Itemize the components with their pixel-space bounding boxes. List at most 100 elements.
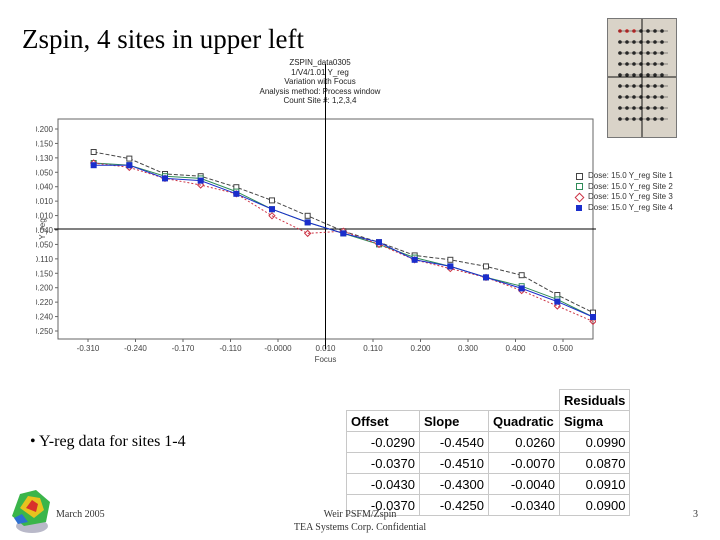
- legend-entry: Dose: 15.0 Y_reg Site 3: [574, 192, 673, 203]
- wafer-map: [607, 18, 677, 138]
- chart-header-line: Variation with Focus: [284, 77, 356, 86]
- data-point: [303, 229, 312, 238]
- legend-entry: Dose: 15.0 Y_reg Site 1: [575, 171, 673, 182]
- y-tick-label: -0.150: [36, 269, 54, 278]
- y-tick-label: -0.240: [36, 313, 54, 322]
- company-logo-icon: [12, 490, 50, 533]
- x-tick-label: -0.110: [219, 344, 242, 353]
- table-cell: -0.4250: [419, 494, 489, 516]
- data-point: [447, 263, 454, 270]
- footer-company: TEA Systems Corp. Confidential: [293, 522, 427, 533]
- legend-marker-icon: [575, 204, 583, 212]
- column-header: Slope: [419, 410, 489, 432]
- table-cell: -0.0370: [346, 494, 420, 516]
- table-cell: -0.0430: [346, 473, 420, 495]
- table-cell: -0.0370: [346, 452, 420, 474]
- data-point: [304, 219, 311, 226]
- footer-center: Weir PSFM/Zspin TEA Systems Corp. Confid…: [280, 508, 440, 534]
- data-point: [376, 239, 382, 246]
- y-tick-label: 0.200: [36, 125, 54, 134]
- legend-entry: Dose: 15.0 Y_reg Site 4: [575, 203, 673, 214]
- data-point: [233, 190, 240, 197]
- wafer-map-drawing: [608, 19, 676, 137]
- table-cell: -0.0040: [488, 473, 560, 495]
- y-tick-label: 0.010: [36, 197, 54, 206]
- x-tick-label: 0.110: [363, 344, 383, 353]
- footer-date: March 2005: [56, 509, 105, 520]
- chart-area: 0.200 0.150 0.130 0.050 0.040 0.010 -0.010 -0.0…: [30, 56, 597, 372]
- bullet-text: Y-reg data for sites 1-4: [39, 433, 186, 450]
- data-point: [126, 162, 133, 169]
- legend-label: Dose: 15.0 Y_reg Site 3: [588, 192, 673, 201]
- y-tick-label: 0.040: [36, 183, 54, 192]
- table-cell: 0.0990: [558, 431, 631, 453]
- x-tick-label: 0.500: [553, 344, 574, 353]
- column-header: Offset: [346, 410, 420, 432]
- table-cell: -0.0340: [488, 494, 560, 516]
- y-axis-label: Y_reg: [38, 218, 47, 239]
- table-cell: 0.0870: [558, 452, 631, 474]
- data-point: [268, 212, 276, 220]
- x-tick-label: -0.310: [77, 344, 100, 353]
- legend-marker-icon: [575, 183, 583, 191]
- data-point: [340, 230, 347, 237]
- table-cell: -0.0290: [346, 431, 420, 453]
- chart-header: ZSPIN_data0305 1/V4/1.01 Y_reg Variation…: [250, 58, 390, 106]
- data-point: [90, 149, 97, 155]
- bullet-point: • Y-reg data for sites 1-4: [30, 433, 186, 450]
- x-tick-label: 0.200: [410, 344, 431, 353]
- table-row: -0.0370 -0.4510 -0.0070 0.0870: [346, 452, 631, 474]
- table-cell: 0.0260: [488, 431, 560, 453]
- x-tick-label: -0.170: [172, 344, 195, 353]
- table-cell: 0.0910: [558, 473, 631, 495]
- footer-author: Weir PSFM/Zspin: [323, 509, 397, 520]
- data-point: [589, 317, 597, 326]
- data-point: [90, 162, 97, 169]
- x-tick-label: 0.300: [458, 344, 479, 353]
- residuals-table: Residuals Offset Slope Quadratic Sigma -…: [346, 389, 631, 516]
- x-tick-label: -0.240: [124, 344, 147, 353]
- table-row: -0.0430 -0.4300 -0.0040 0.0910: [346, 473, 631, 495]
- data-point: [197, 177, 204, 184]
- residuals-group-header: Residuals: [558, 389, 631, 411]
- data-point: [483, 263, 489, 270]
- table-cell: -0.4510: [419, 452, 489, 474]
- table-cell: -0.4540: [419, 431, 489, 453]
- table-row: -0.0370 -0.4250 -0.0340 0.0900: [346, 494, 631, 516]
- series-line: [93, 162, 594, 322]
- chart-legend: Dose: 15.0 Y_reg Site 1 Dose: 15.0 Y_reg …: [574, 171, 673, 214]
- y-tick-label: 0.150: [36, 139, 54, 148]
- legend-marker-icon: [575, 172, 583, 180]
- table-cell: -0.0070: [488, 452, 560, 474]
- y-tick-label: -0.050: [36, 240, 54, 249]
- data-point: [483, 274, 489, 281]
- y-tick-label: -0.250: [36, 327, 54, 336]
- y-tick-label: 0.050: [36, 168, 54, 177]
- x-axis-label: Focus: [315, 355, 337, 364]
- data-point: [269, 197, 275, 204]
- y-tick-label: 0.130: [36, 154, 54, 163]
- chart-header-line: ZSPIN_data0305: [289, 58, 351, 67]
- page-number: 3: [693, 509, 698, 520]
- data-point: [411, 256, 418, 263]
- legend-label: Dose: 15.0 Y_reg Site 4: [588, 202, 673, 212]
- legend-label: Dose: 15.0 Y_reg Site 1: [588, 171, 673, 180]
- table-cell: -0.4300: [419, 473, 489, 495]
- y-tick-label: -0.200: [36, 284, 54, 293]
- legend-entry: Dose: 15.0 Y_reg Site 2: [575, 182, 673, 193]
- column-header: Sigma: [558, 410, 631, 432]
- data-point: [304, 212, 311, 219]
- data-point: [553, 302, 562, 310]
- data-point: [447, 256, 454, 263]
- legend-marker-icon: [574, 192, 584, 203]
- table-row: -0.0290 -0.4540 0.0260 0.0990: [346, 431, 631, 453]
- data-point: [518, 272, 525, 279]
- y-tick-label: -0.110: [36, 255, 54, 264]
- column-header: Quadratic: [488, 410, 560, 432]
- chart-header-line: Count Site #: 1,2,3,4: [283, 96, 357, 105]
- x-tick-label: 0.400: [505, 344, 526, 353]
- legend-label: Dose: 15.0 Y_reg Site 2: [588, 181, 673, 191]
- y-tick-label: -0.040: [36, 226, 54, 235]
- y-tick-label: -0.220: [36, 298, 54, 307]
- data-point: [554, 298, 561, 305]
